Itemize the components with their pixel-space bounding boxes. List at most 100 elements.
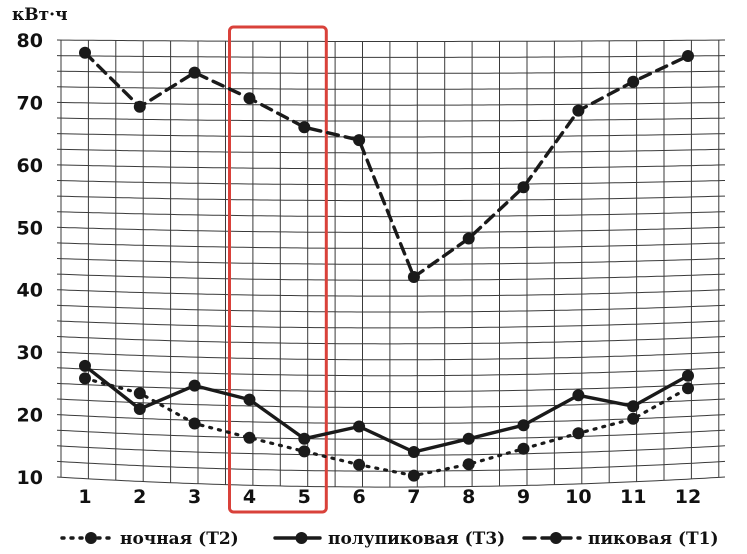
legend-label: полупиковая (Т3) (328, 529, 505, 549)
legend-item-3: пиковая (Т1) (522, 529, 719, 549)
grid-line-horizontal (56, 258, 726, 265)
grid-line-horizontal (56, 164, 725, 170)
grid-line-horizontal (56, 70, 725, 74)
x-tick-label: 8 (462, 486, 475, 508)
x-tick-label: 4 (243, 486, 256, 508)
grid-line-horizontal (56, 382, 726, 393)
data-point (79, 372, 91, 385)
series-layer (79, 46, 694, 482)
data-point (353, 134, 366, 147)
grid (56, 39, 726, 488)
x-tick-label: 7 (407, 486, 420, 508)
data-point (298, 121, 311, 134)
grid-line-horizontal (56, 414, 726, 424)
legend-item-1: ночная (Т2) (60, 529, 239, 549)
grid-line-horizontal (56, 336, 726, 345)
grid-line-horizontal (56, 304, 726, 313)
data-point (407, 469, 420, 482)
data-point (79, 359, 91, 372)
data-point (462, 458, 475, 471)
grid-line-horizontal (56, 195, 725, 202)
y-unit-label: кВт·ч (12, 5, 68, 25)
data-point (353, 420, 366, 433)
grid-line-horizontal (56, 242, 726, 249)
legend-marker (85, 532, 97, 544)
grid-line-horizontal (56, 133, 726, 138)
data-point (462, 432, 475, 445)
data-point (133, 403, 146, 415)
series-line (83, 364, 690, 454)
series-1 (79, 372, 694, 482)
data-point (243, 393, 256, 406)
x-tick-label: 9 (517, 486, 530, 508)
y-tick-label: 10 (17, 467, 43, 489)
legend-label: пиковая (Т1) (588, 529, 719, 549)
y-tick-label: 20 (17, 405, 43, 427)
data-point (682, 50, 694, 62)
grid-line-horizontal (56, 226, 725, 233)
grid-line-horizontal (56, 55, 725, 58)
x-tick-label: 2 (133, 486, 146, 508)
grid-line-horizontal (56, 180, 725, 186)
series-2 (79, 359, 694, 458)
y-tick-label: 60 (17, 155, 43, 177)
data-point (298, 445, 311, 458)
grid-line-horizontal (56, 148, 725, 154)
data-point (79, 46, 91, 59)
highlight-box (228, 25, 328, 514)
legend-marker (295, 532, 308, 544)
data-point (627, 412, 640, 425)
grid-line-horizontal (56, 320, 726, 329)
data-point (243, 431, 256, 444)
series-3 (79, 46, 694, 283)
legend-label: ночная (Т2) (120, 529, 239, 549)
x-tick-label: 1 (78, 486, 91, 508)
grid-line-horizontal (56, 101, 726, 106)
data-point (517, 419, 530, 432)
data-point (462, 232, 475, 245)
grid-line-horizontal (56, 367, 725, 377)
x-tick-label: 6 (352, 486, 365, 508)
data-point (133, 387, 146, 400)
data-point (682, 369, 694, 382)
data-point (407, 271, 420, 283)
grid-line-horizontal (56, 39, 725, 42)
data-point (133, 100, 146, 113)
grid-line-horizontal (56, 117, 726, 122)
x-axis-ticks: 1 2 3 4 5 6 7 8 9 10 11 12 (78, 486, 701, 508)
legend-marker (550, 532, 562, 544)
y-axis-ticks: 80 70 60 50 40 30 20 10 (17, 30, 43, 489)
data-point (243, 92, 256, 105)
data-point (627, 400, 640, 413)
data-point (188, 66, 201, 79)
data-point (517, 442, 530, 455)
y-tick-label: 30 (17, 342, 43, 364)
x-tick-label: 11 (620, 486, 646, 508)
grid-line-horizontal (56, 445, 726, 456)
data-point (188, 417, 201, 430)
x-tick-label: 12 (675, 486, 701, 508)
y-tick-label: 40 (17, 280, 43, 302)
grid-line-horizontal (56, 211, 725, 218)
legend: ночная (Т2) полупиковая (Т3) пиковая (Т1) (60, 529, 719, 549)
legend-item-2: полупиковая (Т3) (273, 529, 505, 549)
data-point (572, 427, 585, 440)
grid-line-horizontal (56, 429, 726, 440)
data-point (407, 446, 420, 458)
data-point (572, 104, 585, 117)
data-point (353, 458, 366, 471)
y-tick-label: 50 (17, 217, 43, 239)
x-tick-label: 3 (188, 486, 201, 508)
data-point (572, 389, 585, 402)
grid-line-horizontal (56, 476, 726, 488)
data-point (682, 382, 694, 395)
y-tick-label: 80 (17, 30, 43, 52)
grid-line-horizontal (56, 273, 726, 281)
grid-line-horizontal (56, 460, 726, 472)
series-line (83, 376, 690, 478)
data-point (188, 379, 201, 392)
grid-line-horizontal (56, 351, 726, 361)
x-tick-label: 10 (565, 486, 591, 508)
